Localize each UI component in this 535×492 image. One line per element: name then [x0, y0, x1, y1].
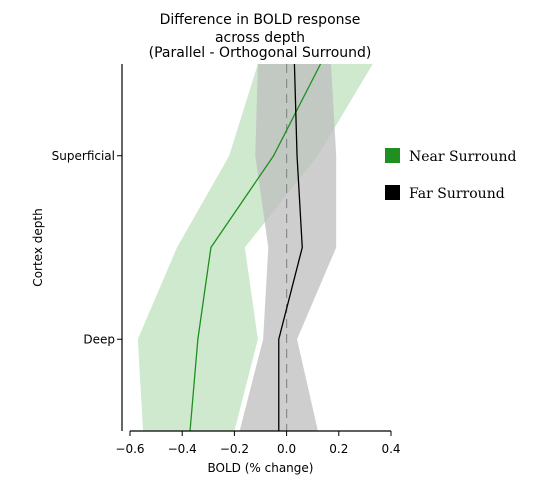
chart-title-line: (Parallel - Orthogonal Surround): [149, 45, 372, 61]
y-tick-label: Deep: [83, 332, 115, 346]
y-tick-label: Superficial: [52, 149, 115, 163]
legend: Near Surround Far Surround: [385, 148, 516, 202]
legend-entry-far-surround: Far Surround: [385, 185, 505, 202]
chart-title-line: across depth: [215, 30, 305, 46]
line-far-surround: [278, 63, 303, 431]
x-tick-label: 0.2: [329, 442, 348, 456]
x-tick-label: −0.2: [220, 442, 249, 456]
x-tick-label: −0.6: [115, 442, 144, 456]
legend-swatch: [385, 185, 400, 200]
chart-title: Difference in BOLD response across depth(…: [149, 12, 372, 61]
chart-title-line: Difference in BOLD response: [160, 12, 361, 28]
legend-label: Near Surround: [409, 149, 516, 165]
x-tick-label: 0.0: [277, 442, 296, 456]
x-axis-label: BOLD (% change): [208, 461, 314, 475]
confidence-bands: [137, 64, 373, 431]
legend-label: Far Surround: [409, 186, 505, 202]
x-tick-label: 0.4: [381, 442, 400, 456]
line-near-surround: [189, 63, 322, 432]
band-far-surround: [239, 64, 337, 431]
axes: −0.6 −0.4 −0.2 0.0 0.2 0.4 Deep Superficial BOLD…: [31, 64, 401, 475]
legend-entry-near-surround: Near Surround: [385, 148, 516, 165]
series-lines: [189, 63, 322, 432]
y-axis-label: Cortex depth: [31, 208, 45, 286]
legend-swatch: [385, 148, 400, 163]
x-tick-label: −0.4: [168, 442, 197, 456]
